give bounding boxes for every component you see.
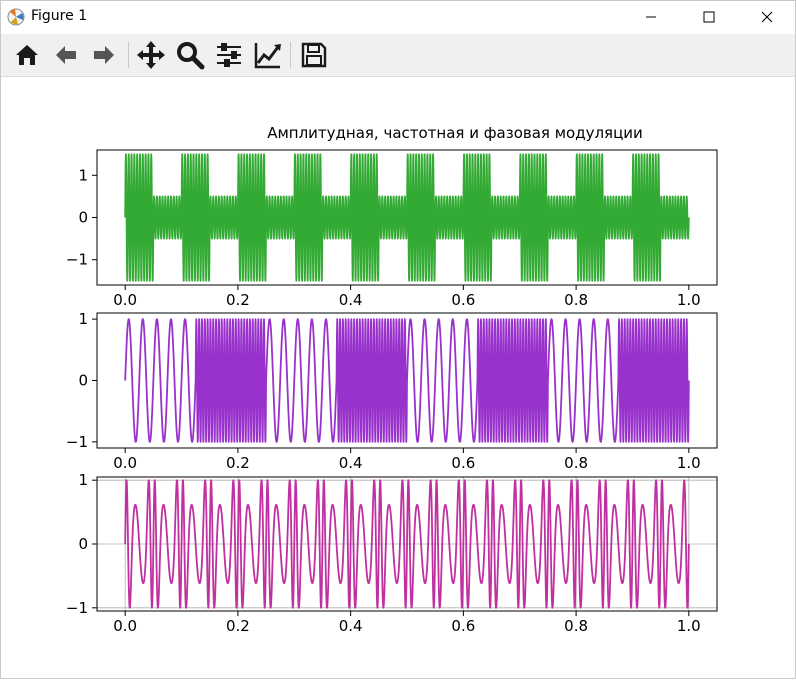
x-tick-label: 1.0 — [677, 617, 701, 635]
window-titlebar: Figure 1 — [0, 0, 796, 34]
x-tick-label: 0.8 — [564, 617, 588, 635]
minimize-button[interactable] — [622, 0, 680, 34]
y-tick-label: 1 — [78, 471, 88, 489]
y-tick-label: −1 — [66, 599, 88, 617]
forward-button[interactable] — [87, 38, 121, 72]
x-tick-label: 0.6 — [451, 291, 475, 309]
configure-subplots-button[interactable] — [212, 38, 246, 72]
x-tick-label: 0.4 — [339, 291, 363, 309]
edit-axis-button[interactable] — [251, 38, 285, 72]
back-arrow-icon — [56, 46, 76, 64]
home-icon — [16, 45, 38, 65]
x-tick-label: 0.8 — [564, 291, 588, 309]
series-line-2 — [124, 318, 690, 443]
chart-title-1: Амплитудная, частотная и фазовая модуляц… — [267, 124, 643, 142]
zoom-magnifier-icon — [177, 42, 205, 70]
zoom-button[interactable] — [173, 38, 207, 72]
x-tick-label: 0.8 — [564, 454, 588, 472]
maximize-icon — [703, 11, 715, 23]
x-tick-label: 0.6 — [451, 454, 475, 472]
y-tick-label: 0 — [78, 209, 88, 227]
close-button[interactable] — [738, 0, 796, 34]
y-tick-label: 0 — [78, 372, 88, 390]
back-button[interactable] — [49, 38, 83, 72]
x-tick-label: 0.6 — [451, 617, 475, 635]
x-tick-label: 0.4 — [339, 617, 363, 635]
y-tick-label: −1 — [66, 433, 88, 451]
edit-axis-icon — [254, 43, 281, 69]
x-tick-label: 0.2 — [226, 617, 250, 635]
y-tick-label: −1 — [66, 251, 88, 269]
matplotlib-app-icon — [7, 8, 25, 26]
forward-arrow-icon — [94, 46, 114, 64]
series-line-3 — [124, 479, 690, 609]
x-tick-label: 1.0 — [677, 291, 701, 309]
minimize-icon — [646, 16, 656, 18]
figure-canvas[interactable]: Амплитудная, частотная и фазовая модуляц… — [0, 77, 796, 679]
home-button[interactable] — [10, 38, 44, 72]
save-floppy-icon — [301, 42, 327, 68]
x-tick-label: 0.2 — [226, 454, 250, 472]
figure-svg[interactable]: Амплитудная, частотная и фазовая модуляц… — [0, 77, 796, 679]
x-tick-label: 0.0 — [113, 617, 137, 635]
x-tick-label: 0.0 — [113, 454, 137, 472]
x-tick-label: 1.0 — [677, 454, 701, 472]
pan-button[interactable] — [134, 38, 168, 72]
x-tick-label: 0.2 — [226, 291, 250, 309]
save-button[interactable] — [297, 38, 331, 72]
y-tick-label: 1 — [78, 166, 88, 184]
x-tick-label: 0.0 — [113, 291, 137, 309]
series-line-1 — [124, 153, 690, 282]
close-icon — [761, 11, 773, 23]
y-tick-label: 0 — [78, 535, 88, 553]
configure-subplots-icon — [217, 43, 241, 67]
toolbar-separator — [128, 42, 129, 68]
toolbar-separator — [290, 42, 291, 68]
navigation-toolbar — [0, 34, 796, 77]
x-tick-label: 0.4 — [339, 454, 363, 472]
window-title: Figure 1 — [31, 8, 88, 24]
pan-move-icon — [137, 41, 165, 69]
y-tick-label: 1 — [78, 310, 88, 328]
maximize-button[interactable] — [680, 0, 738, 34]
